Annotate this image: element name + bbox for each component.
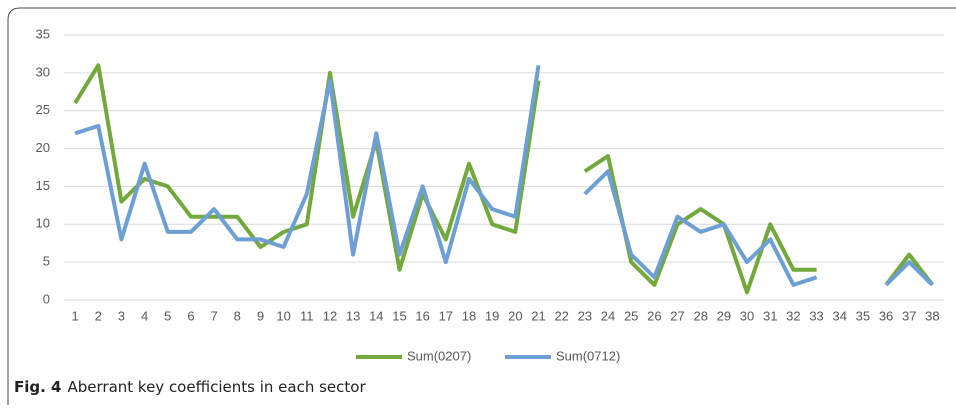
caption: Fig. 4 Aberrant key coefficients in each … [14, 378, 366, 396]
y-tick-label: 15 [36, 178, 50, 193]
y-tick-label: 35 [36, 26, 50, 41]
x-tick-label: 11 [300, 308, 314, 323]
x-tick-label: 37 [902, 308, 916, 323]
x-tick-label: 12 [323, 308, 337, 323]
x-tick-label: 10 [276, 308, 290, 323]
x-tick-label: 32 [786, 308, 800, 323]
x-tick-label: 26 [647, 308, 661, 323]
x-tick-label: 21 [531, 308, 545, 323]
x-tick-label: 7 [210, 308, 217, 323]
legend-label: Sum(0712) [556, 348, 620, 363]
x-tick-label: 2 [95, 308, 102, 323]
x-tick-label: 15 [392, 308, 406, 323]
x-tick-label: 3 [118, 308, 125, 323]
x-tick-label: 35 [856, 308, 870, 323]
x-tick-label: 31 [763, 308, 777, 323]
y-tick-label: 25 [36, 102, 50, 117]
series-line [74, 64, 934, 287]
y-tick-label: 30 [36, 64, 50, 79]
x-tick-label: 9 [257, 308, 264, 323]
x-tick-label: 34 [832, 308, 846, 323]
y-tick-label: 20 [36, 140, 50, 155]
x-tick-label: 8 [234, 308, 241, 323]
x-tick-label: 14 [369, 308, 383, 323]
x-tick-label: 19 [485, 308, 499, 323]
x-tick-label: 38 [925, 308, 939, 323]
y-tick-label: 10 [36, 216, 50, 231]
y-tick-label: 0 [43, 291, 50, 306]
x-tick-label: 16 [415, 308, 429, 323]
x-tick-label: 20 [508, 308, 522, 323]
x-tick-label: 1 [71, 308, 78, 323]
x-tick-label: 28 [693, 308, 707, 323]
x-tick-label: 5 [164, 308, 171, 323]
x-tick-label: 18 [462, 308, 476, 323]
caption-label: Fig. 4 [14, 378, 61, 396]
x-tick-label: 27 [670, 308, 684, 323]
frame [7, 7, 956, 405]
x-tick-label: 33 [809, 308, 823, 323]
y-tick-label: 5 [43, 254, 50, 269]
x-tick-label: 17 [439, 308, 453, 323]
x-tick-label: 36 [879, 308, 893, 323]
legend-label: Sum(0207) [407, 348, 471, 363]
x-tick-label: 23 [578, 308, 592, 323]
x-tick-label: 30 [740, 308, 754, 323]
x-tick-label: 29 [717, 308, 731, 323]
x-tick-label: 22 [554, 308, 568, 323]
x-tick-label: 13 [346, 308, 360, 323]
x-tick-label: 25 [624, 308, 638, 323]
caption-text: Aberrant key coefficients in each sector [67, 378, 366, 396]
x-tick-label: 24 [601, 308, 615, 323]
series-line [73, 63, 934, 295]
x-tick-label: 4 [141, 308, 148, 323]
x-tick-label: 6 [187, 308, 194, 323]
